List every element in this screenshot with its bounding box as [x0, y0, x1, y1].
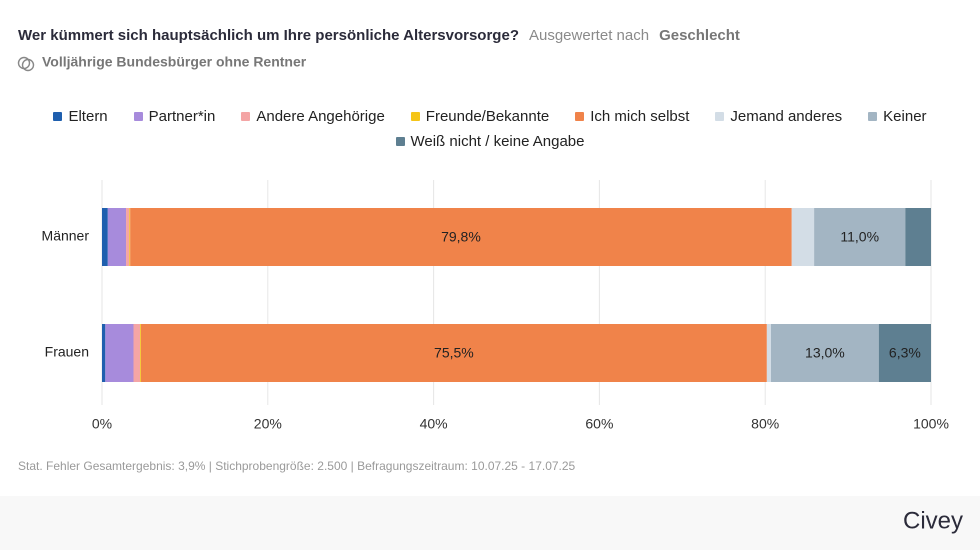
bar-segment [766, 324, 772, 382]
x-tick-label: 0% [92, 416, 112, 432]
bar-segment [105, 324, 134, 382]
legend-marker [715, 111, 725, 121]
legend: Eltern Partner*in Andere Angehörige Freunde… [40, 107, 940, 150]
bar-segment [102, 208, 108, 266]
legend-item: Andere Angehörige [241, 107, 385, 125]
bar-segment [878, 324, 931, 382]
subtitle-icon [17, 56, 35, 72]
bar-segment [791, 208, 815, 266]
bar-segment [102, 324, 106, 382]
legend-marker [53, 111, 63, 121]
bar-segment [905, 208, 931, 266]
bar-segment [814, 208, 906, 266]
title: Wer kümmert sich hauptsächlich um Ihre p… [18, 27, 740, 44]
brand: Civey [903, 507, 963, 534]
legend-marker [395, 136, 405, 146]
subtitle: Volljährige Bundesbürger ohne Rentner [42, 54, 307, 70]
legend-item: Weiß nicht / keine Angabe [395, 132, 585, 150]
x-tick-label: 100% [913, 416, 949, 432]
evaluated-by: Ausgewertet nach [529, 27, 649, 44]
bar-segment [107, 208, 127, 266]
value-label: 6,3% [889, 345, 921, 361]
x-tick-label: 40% [420, 416, 448, 432]
legend-marker [241, 111, 251, 121]
legend-label: Weiß nicht / keine Angabe [410, 132, 585, 150]
legend-item: Keiner [868, 107, 927, 125]
legend-label: Partner*in [148, 107, 216, 125]
legend-label: Freunde/Bekannte [425, 107, 550, 125]
legend-item: Ich mich selbst [575, 107, 689, 125]
value-label: 79,8% [441, 229, 481, 245]
bar-segment [133, 324, 141, 382]
legend-marker [133, 111, 143, 121]
bar-segment [126, 208, 130, 266]
footer-band [0, 496, 980, 550]
y-tick-label: Männer [42, 228, 90, 244]
footnote: Stat. Fehler Gesamtergebnis: 3,9% | Stic… [18, 459, 576, 473]
x-tick-label: 20% [254, 416, 282, 432]
group: Geschlecht [659, 27, 740, 44]
x-tick-label: 80% [751, 416, 779, 432]
legend-marker [868, 111, 878, 121]
legend-label: Jemand anderes [730, 107, 843, 125]
bar-segment [140, 324, 141, 382]
legend-label: Eltern [68, 107, 108, 125]
legend-marker [410, 111, 420, 121]
legend-item: Jemand anderes [715, 107, 842, 125]
bar-segment [771, 324, 879, 382]
legend-item: Eltern [53, 107, 108, 125]
bar-segment [130, 208, 792, 266]
legend-label: Keiner [883, 107, 927, 125]
bar-segment [140, 324, 767, 382]
legend-marker [575, 111, 585, 121]
x-tick-label: 60% [585, 416, 613, 432]
y-tick-label: Frauen [45, 344, 89, 360]
value-label: 13,0% [805, 345, 845, 361]
legend-label: Ich mich selbst [590, 107, 690, 125]
bar-segment [129, 208, 131, 266]
legend-item: Freunde/Bekannte [410, 107, 550, 125]
value-label: 75,5% [434, 345, 474, 361]
legend-label: Andere Angehörige [256, 107, 385, 125]
title-text: Wer kümmert sich hauptsächlich um Ihre p… [18, 27, 519, 44]
legend-item: Partner*in [133, 107, 216, 125]
value-label: 11,0% [840, 229, 879, 245]
